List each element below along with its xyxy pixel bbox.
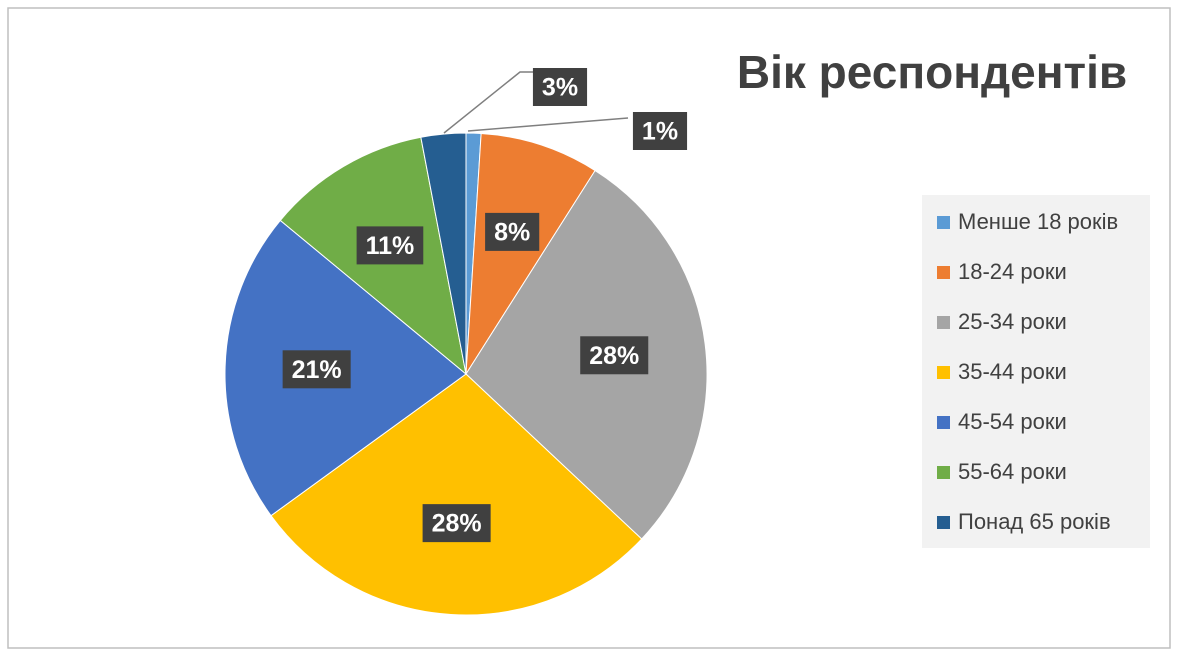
data-label-box <box>282 350 351 389</box>
legend-label: 55-64 роки <box>958 459 1067 484</box>
legend-swatch <box>937 216 950 229</box>
data-label-box <box>422 504 491 543</box>
data-label: 28% <box>589 342 639 370</box>
legend-box <box>922 195 1150 548</box>
legend-swatch <box>937 416 950 429</box>
data-label: 21% <box>292 356 342 384</box>
data-label-box <box>580 336 649 375</box>
legend-swatch <box>937 466 950 479</box>
leader-line <box>467 117 629 132</box>
legend-label: Менше 18 років <box>958 209 1118 234</box>
data-label: 11% <box>366 232 415 260</box>
legend-swatch <box>937 316 950 329</box>
data-label: 3% <box>542 74 578 102</box>
data-label: 1% <box>642 118 678 146</box>
data-label-box <box>485 212 540 251</box>
legend-swatch <box>937 516 950 529</box>
data-label-box <box>356 226 424 265</box>
data-label: 28% <box>432 510 482 538</box>
leader-line <box>443 71 535 134</box>
data-label-box <box>532 68 588 106</box>
data-label-box <box>632 112 688 150</box>
legend-label: 45-54 роки <box>958 409 1067 434</box>
chart-title: Вік респондентів <box>737 46 1127 98</box>
legend-swatch <box>937 266 950 279</box>
legend-label: 25-34 роки <box>958 309 1067 334</box>
pie-slice <box>465 132 596 375</box>
legend-label: 18-24 роки <box>958 259 1067 284</box>
legend-swatch <box>937 366 950 379</box>
legend-label: 35-44 роки <box>958 359 1067 384</box>
pie-slice <box>270 373 643 616</box>
pie-slice <box>420 132 467 375</box>
legend-label: Понад 65 років <box>958 509 1111 534</box>
data-label: 8% <box>494 219 530 247</box>
